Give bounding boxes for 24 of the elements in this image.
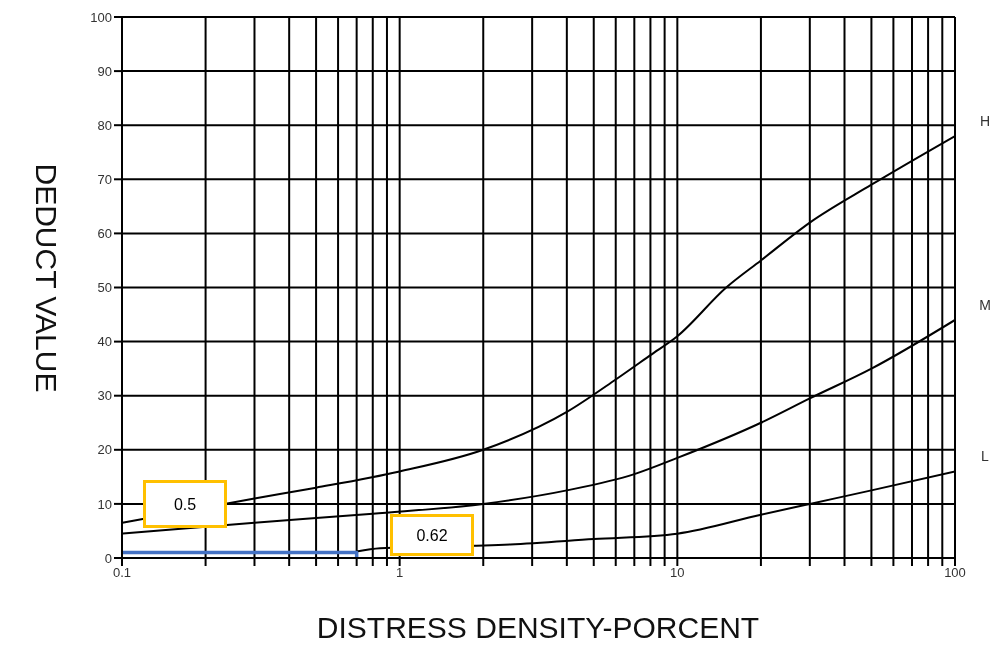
y-tick-label: 50 [97, 280, 112, 296]
y-tick-label: 80 [97, 117, 112, 133]
x-axis-title: DISTRESS DENSITY-PORCENT [316, 611, 760, 645]
x-tick-label: 0.1 [112, 565, 132, 581]
y-axis-title: DEDUCT VALUE [29, 163, 63, 393]
series-label: L [981, 448, 990, 465]
y-tick-label: 70 [97, 171, 112, 187]
y-tick-label: 20 [97, 442, 112, 458]
text-box: 0.62 [390, 514, 474, 556]
y-tick-label: 40 [97, 334, 112, 350]
x-tick-label: 1 [396, 565, 404, 581]
y-tick-label: 0 [104, 550, 112, 566]
y-tick-label: 60 [97, 226, 112, 242]
y-tick-label: 10 [97, 496, 112, 512]
series-label: M [979, 296, 991, 313]
annotation: 0.62 [416, 526, 448, 544]
series-label: H [979, 112, 991, 129]
y-tick-label: 30 [97, 388, 112, 404]
x-tick-label: 10 [670, 565, 685, 581]
annotation: 0.5 [173, 495, 197, 513]
x-tick-label: 100 [944, 565, 966, 581]
y-tick-label: 100 [90, 9, 112, 25]
y-tick-label: 90 [97, 63, 112, 79]
text-box: 0.5 [143, 480, 227, 528]
